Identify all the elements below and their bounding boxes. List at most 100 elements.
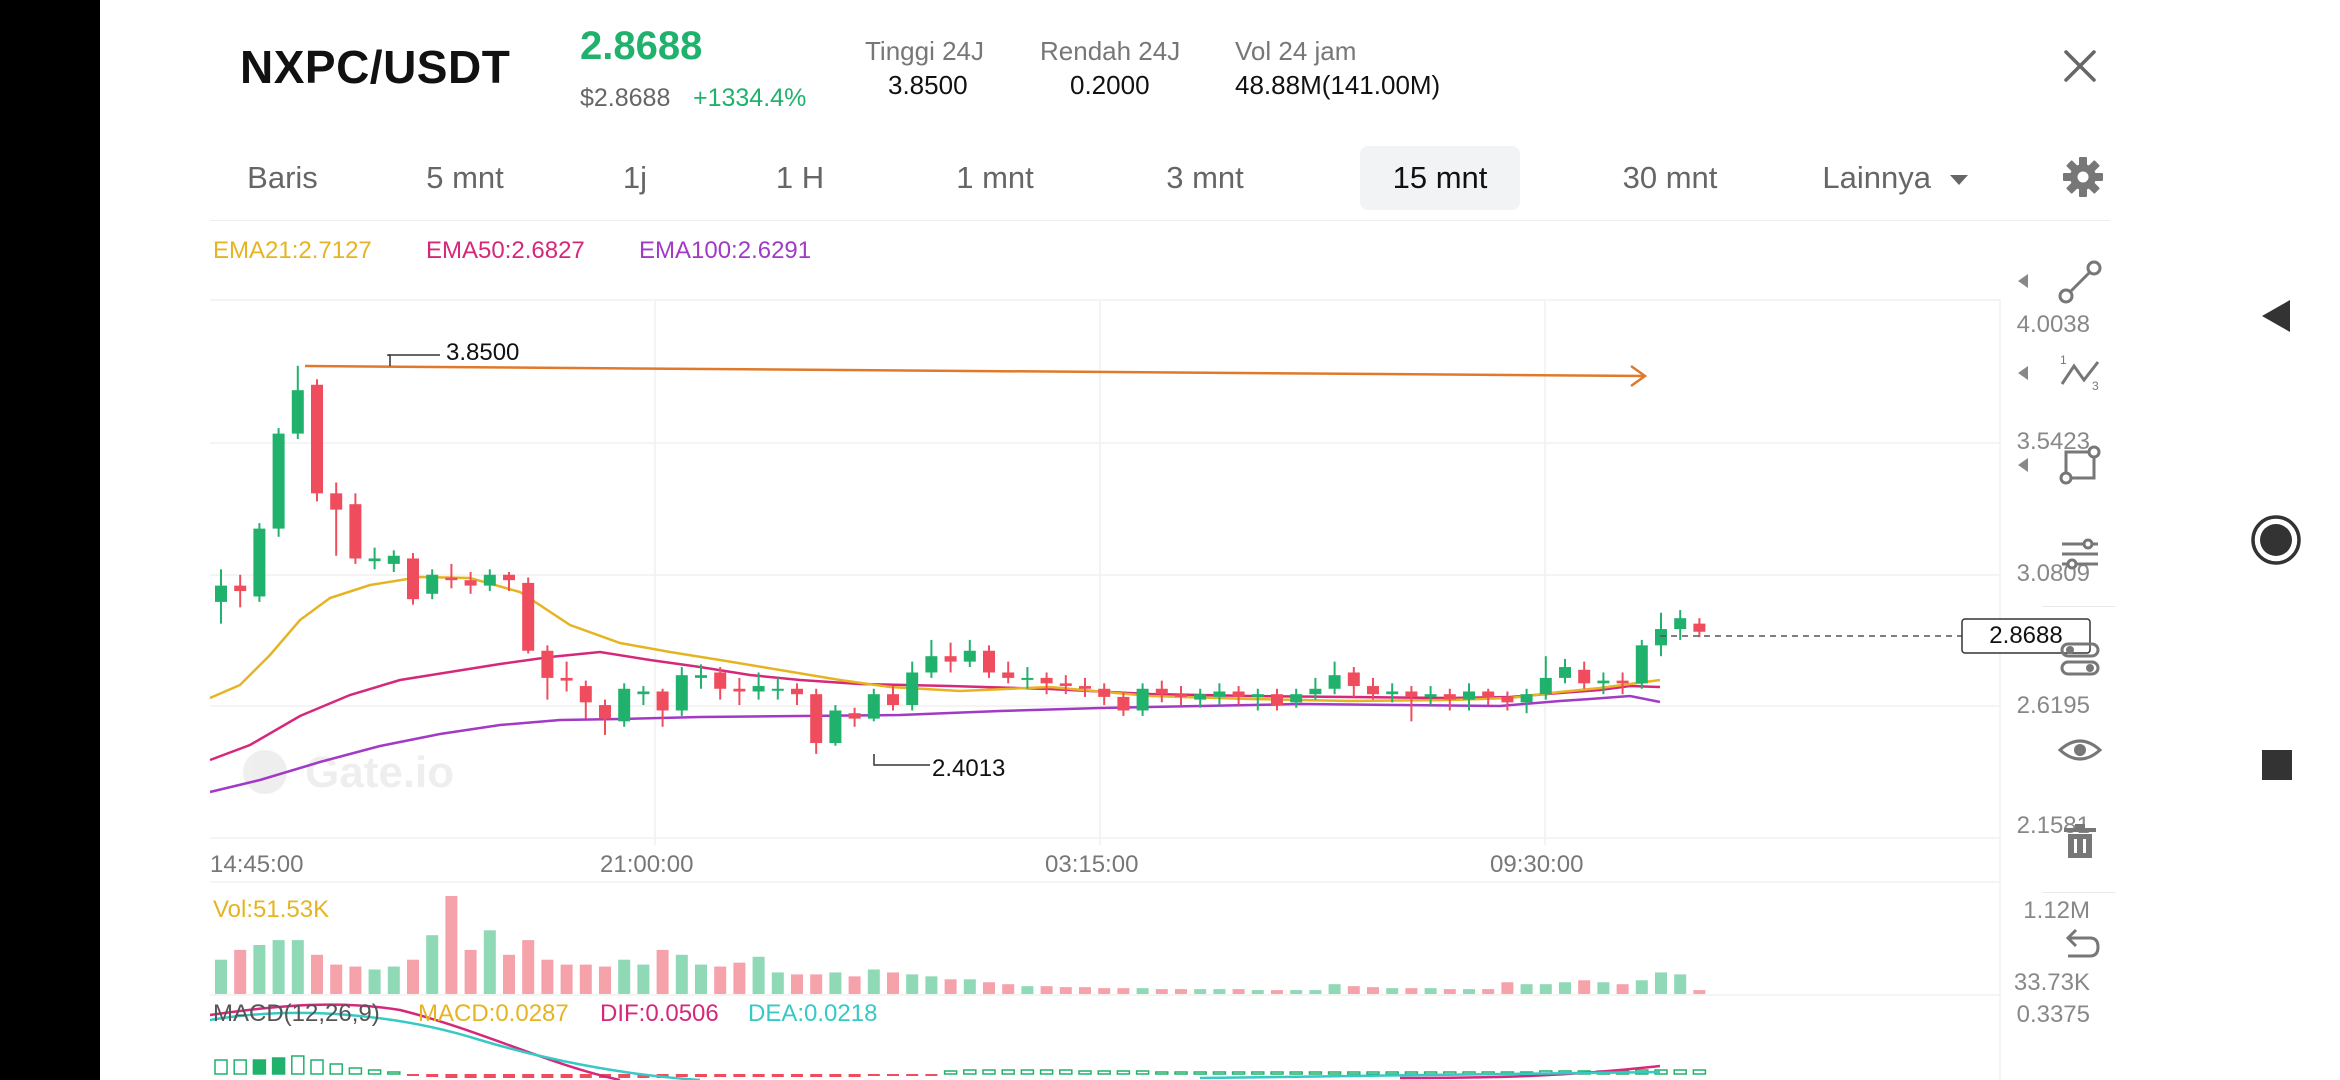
- candle: [618, 688, 631, 722]
- macd-bar: [1020, 1069, 1035, 1075]
- volume-bar: [1386, 988, 1399, 994]
- macd-bar: [1366, 1071, 1380, 1075]
- candle: [1098, 688, 1111, 697]
- macd-bar: [752, 1074, 765, 1077]
- macd-bar: [1289, 1071, 1303, 1075]
- indicator-settings-icon[interactable]: [2050, 524, 2110, 584]
- candle: [1463, 691, 1475, 700]
- macd-bar: [387, 1071, 401, 1075]
- expand-caret-icon[interactable]: [2018, 458, 2028, 472]
- candle: [637, 691, 650, 695]
- recents-icon[interactable]: [2260, 748, 2294, 782]
- tab-baris[interactable]: Baris: [247, 160, 318, 195]
- candle: [1271, 694, 1283, 706]
- last-price: 2.8688: [580, 24, 703, 68]
- macd-bar: [214, 1059, 228, 1075]
- tab-more-label: Lainnya: [1822, 160, 1931, 195]
- candle: [675, 675, 688, 711]
- macd-bar: [1059, 1069, 1073, 1075]
- volume-bar: [1213, 989, 1226, 994]
- volume-bar: [983, 982, 995, 994]
- candle: [1597, 680, 1610, 684]
- drawn-trendline[interactable]: [304, 364, 1648, 388]
- low-label: 2.4013: [932, 755, 1006, 782]
- volume-bar: [215, 959, 227, 994]
- tab-30m[interactable]: 30 mnt: [1622, 160, 1718, 195]
- macd-bar: [695, 1074, 707, 1077]
- candle: [1059, 683, 1072, 687]
- rectangle-icon[interactable]: [2050, 434, 2110, 494]
- candle: [579, 686, 592, 703]
- svg-text:Gate.io: Gate.io: [305, 748, 454, 797]
- volume-bar: [944, 979, 957, 994]
- candle: [1328, 675, 1341, 689]
- tab-3m[interactable]: 3 mnt: [1166, 160, 1244, 195]
- volume-legend: Vol:51.53K: [213, 896, 330, 923]
- candle: [503, 574, 515, 581]
- undo-icon[interactable]: [2050, 916, 2110, 976]
- candle: [1578, 669, 1591, 684]
- close-icon[interactable]: [2060, 46, 2100, 86]
- tab-1m[interactable]: 1 mnt: [956, 160, 1034, 195]
- volume-bar: [541, 959, 554, 994]
- candle: [695, 675, 707, 678]
- macd-bar: [771, 1074, 784, 1077]
- candle: [1136, 688, 1149, 711]
- candle: [1002, 672, 1015, 678]
- pair-title: NXPC/USDT: [240, 41, 511, 93]
- gear-icon[interactable]: [2060, 154, 2106, 200]
- volume-bar: [311, 954, 323, 994]
- macd-bar: [1327, 1071, 1342, 1075]
- ema50-legend: EMA50:2.6827: [426, 237, 585, 264]
- expand-caret-icon[interactable]: [2018, 366, 2028, 380]
- candle: [1539, 677, 1552, 695]
- volume-bar: [599, 966, 611, 994]
- volume-bar: [1616, 984, 1629, 994]
- candle: [925, 656, 938, 673]
- expand-caret-icon[interactable]: [2018, 274, 2028, 288]
- tab-1j[interactable]: 1j: [622, 160, 648, 195]
- candle: [1021, 677, 1034, 680]
- volume-bar: [1079, 987, 1091, 994]
- price-chart[interactable]: Gate.io: [100, 0, 2212, 1080]
- dif-line: [209, 1003, 621, 1080]
- ema100-legend: EMA100:2.6291: [639, 237, 812, 264]
- tab-5m[interactable]: 5 mnt: [426, 160, 504, 195]
- indicator-toggle-icon[interactable]: [2050, 628, 2110, 688]
- stat-vol-label: Vol 24 jam: [1235, 36, 1357, 66]
- x-label-1: 14:45:00: [210, 851, 304, 878]
- tab-15m[interactable]: 15 mnt: [1360, 146, 1520, 210]
- candle: [560, 677, 573, 681]
- price-change: +1334.4%: [693, 84, 807, 112]
- y-label-4: 2.6195: [2016, 692, 2090, 719]
- macd-bar: [1308, 1071, 1323, 1075]
- eye-icon[interactable]: [2050, 720, 2110, 780]
- volume-bar: [1367, 987, 1379, 994]
- home-icon[interactable]: [2250, 514, 2302, 566]
- svg-text:1: 1: [2060, 353, 2067, 367]
- candle: [1079, 686, 1091, 689]
- candle: [656, 691, 669, 711]
- macd-bar: [829, 1074, 842, 1077]
- volume-bar: [829, 972, 842, 994]
- tab-1h[interactable]: 1 H: [775, 160, 825, 195]
- candle: [445, 577, 458, 581]
- volume-bar: [887, 972, 899, 994]
- volume-bar: [234, 949, 247, 994]
- volume-bar: [1002, 984, 1015, 994]
- volume-bar: [1251, 990, 1264, 994]
- back-icon[interactable]: [2256, 296, 2296, 336]
- macd-bar: [464, 1074, 477, 1078]
- volume-bar: [291, 940, 304, 994]
- tab-more[interactable]: Lainnya: [1820, 146, 1970, 210]
- macd-bar: [867, 1074, 880, 1076]
- volume-bars: [215, 896, 1706, 994]
- candle: [215, 585, 227, 602]
- candle: [906, 672, 919, 706]
- trash-icon[interactable]: [2050, 812, 2110, 872]
- fibonacci-icon[interactable]: 1 3: [2050, 344, 2110, 404]
- candle: [752, 686, 765, 692]
- volume-bar: [1059, 987, 1072, 994]
- trendline-icon[interactable]: [2050, 252, 2110, 312]
- svg-text:3: 3: [2092, 379, 2099, 393]
